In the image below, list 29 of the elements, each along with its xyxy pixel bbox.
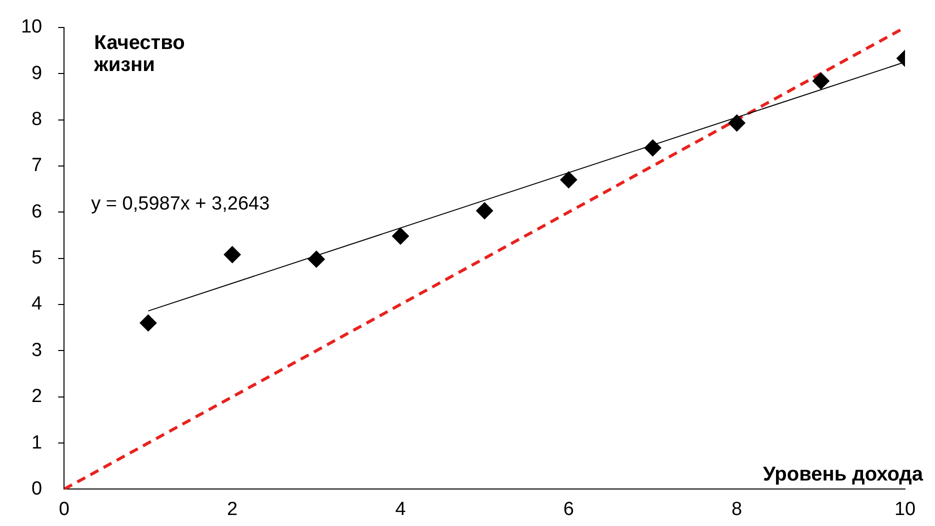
y-tick-label: 8 bbox=[32, 108, 42, 130]
y-tick-label: 4 bbox=[32, 294, 43, 315]
point bbox=[476, 202, 494, 220]
y-tick-label: 9 bbox=[32, 62, 42, 84]
y-tick-label: 5 bbox=[32, 248, 42, 269]
x-axis-title: Уровень дохода bbox=[762, 464, 924, 486]
y-tick-label: 6 bbox=[32, 201, 42, 222]
y-tick-label: 10 bbox=[20, 16, 42, 38]
y-tick-label: 7 bbox=[32, 155, 42, 176]
x-tick-label: 4 bbox=[395, 498, 406, 520]
y-tick-label: 1 bbox=[32, 432, 42, 454]
x-tick-label: 2 bbox=[227, 498, 238, 520]
x-tick-label: 0 bbox=[58, 498, 70, 520]
y-axis-title: Качество жизни bbox=[93, 32, 185, 76]
point bbox=[812, 72, 830, 90]
point bbox=[560, 171, 578, 188]
y-tick-label: 0 bbox=[32, 478, 42, 500]
x-tick-label: 8 bbox=[732, 498, 742, 520]
x-tick-label: 10 bbox=[894, 498, 916, 520]
point bbox=[728, 114, 746, 132]
annotation: y = 0,5987x + 3,2643 bbox=[91, 194, 270, 215]
point bbox=[308, 250, 325, 268]
point bbox=[140, 314, 157, 332]
point bbox=[224, 246, 241, 264]
y-tick-label: 2 bbox=[32, 386, 42, 408]
point bbox=[392, 228, 409, 245]
y-tick-label: 3 bbox=[32, 340, 42, 361]
x-tick-label: 6 bbox=[563, 498, 574, 520]
point bbox=[644, 139, 662, 156]
